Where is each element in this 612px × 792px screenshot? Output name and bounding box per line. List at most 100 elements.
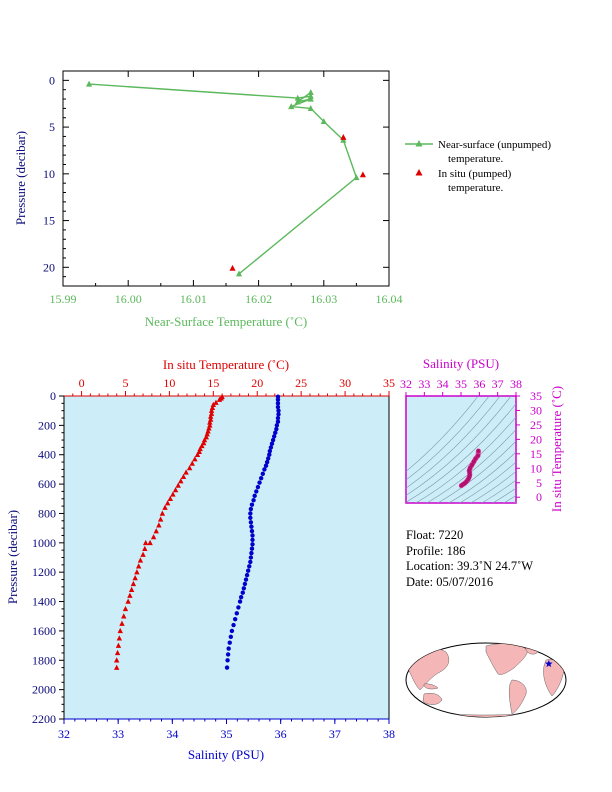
salinity-point [231, 622, 236, 628]
land-australia [422, 693, 443, 705]
temperature-axis-ticks: 0 5 10 15 20 25 30 35 [72, 376, 395, 396]
profile-number: Profile: 186 [406, 543, 466, 558]
near-surface-temperature-chart: 15.99 16.00 16.01 16.02 16.03 16.04 05101520 … [13, 70, 551, 329]
temperature-point [207, 419, 213, 425]
temperature-tick-label: 35 [383, 376, 395, 390]
ts-temperature-tick-label: 20 [530, 432, 542, 446]
temperature-point [127, 592, 133, 598]
top-x-tick-label: 16.03 [310, 292, 337, 306]
salinity-point [248, 559, 253, 565]
salinity-tick-label: 38 [383, 727, 395, 741]
near-surface-series [86, 80, 360, 277]
near-surface-point [320, 118, 327, 125]
ts-point [459, 483, 464, 488]
salinity-tick-label: 35 [221, 727, 233, 741]
density-contour [459, 461, 516, 503]
salinity-point [255, 484, 261, 490]
top-y-tick-label: 20 [43, 260, 55, 274]
temperature-point [147, 539, 153, 546]
land-indonesia [423, 683, 439, 690]
pressure-tick-label: 1200 [32, 565, 56, 579]
temperature-point [156, 522, 162, 528]
density-contour [406, 396, 501, 489]
ts-temperature-tick-label: 10 [530, 461, 542, 475]
top-y-tick-label: 10 [43, 167, 55, 181]
salinity-point [249, 546, 255, 551]
salinity-profile-series [224, 394, 281, 670]
pressure-tick-label: 1400 [32, 595, 56, 609]
top-x-tick-label: 16.00 [115, 292, 142, 306]
density-contour [406, 396, 479, 472]
salinity-point [263, 463, 269, 468]
top-chart-x-ticks: 15.99 16.00 16.01 16.02 16.03 16.04 [50, 71, 403, 306]
density-contour [406, 403, 516, 503]
float-info: Float: 7220 Profile: 186 Location: 39.3˚… [406, 528, 533, 590]
near-surface-point [307, 104, 314, 111]
salinity-point [248, 555, 254, 560]
near-surface-point [288, 103, 295, 110]
temperature-point [128, 586, 135, 593]
temperature-tick-label: 30 [339, 376, 351, 390]
salinity-point [248, 515, 253, 521]
temperature-point [194, 451, 201, 457]
salinity-point [275, 404, 281, 410]
profile-chart-frame [63, 395, 390, 720]
ts-temperature-label: In situ Temperature (˚C) [549, 386, 564, 512]
temperature-point [172, 486, 179, 493]
legend-label-in-situ-1: In situ (pumped) [438, 168, 512, 180]
temperature-tick-label: 25 [295, 376, 307, 390]
salinity-point [243, 577, 249, 582]
temperature-point [183, 469, 189, 475]
pressure-tick-label: 200 [38, 418, 56, 432]
salinity-point [249, 524, 254, 529]
pressure-tick-label: 600 [38, 477, 56, 491]
salinity-tick-label: 37 [329, 727, 341, 741]
salinity-point [241, 586, 247, 591]
ts-temperature-tick-label: 0 [536, 490, 542, 504]
ts-salinity-tick-label: 36 [473, 377, 485, 391]
salinity-point [227, 640, 232, 645]
salinity-point [249, 528, 255, 534]
temperature-profile-series [114, 393, 225, 670]
temperature-point [170, 491, 176, 497]
temperature-point [125, 598, 131, 604]
top-chart-y-ticks: 0 5 10 15 20 [43, 73, 389, 278]
temperature-tick-label: 0 [79, 376, 85, 390]
temperature-point [208, 407, 215, 413]
salinity-point [267, 448, 273, 454]
salinity-tick-label: 32 [58, 727, 70, 741]
salinity-point [248, 511, 253, 516]
top-chart-frame [62, 70, 390, 287]
near-surface-point [86, 80, 93, 87]
temperature-point [132, 575, 138, 581]
salinity-point [260, 471, 265, 477]
ts-point [476, 453, 481, 458]
in-situ-series [229, 133, 366, 271]
temperature-point [159, 510, 166, 516]
legend-label-in-situ-2: temperature. [448, 182, 504, 194]
top-chart-x-axis-label: Near-Surface Temperature (˚C) [145, 314, 307, 329]
temperature-point [207, 413, 214, 419]
salinity-axis-label: Salinity (PSU) [188, 747, 264, 762]
temperature-point [114, 657, 120, 663]
near-surface-point [294, 94, 301, 101]
temperature-axis-label: In situ Temperature (˚C) [163, 357, 289, 372]
top-x-tick-label: 16.01 [180, 292, 207, 306]
salinity-point [234, 611, 239, 616]
ts-temperature-tick-label: 35 [530, 389, 542, 403]
salinity-point [251, 498, 256, 503]
salinity-point [225, 658, 230, 663]
near-surface-point [307, 95, 314, 102]
land-south-america [508, 679, 527, 715]
salinity-point [271, 434, 277, 439]
ts-salinity-tick-label: 33 [418, 377, 430, 391]
pressure-tick-label: 800 [38, 506, 56, 520]
salinity-point [236, 605, 241, 610]
salinity-point [276, 412, 281, 417]
top-y-tick-label: 5 [49, 120, 55, 134]
profile-chart: 0 5 10 15 20 25 30 35 32 33 34 35 36 37 38 0 200 400 600… [5, 357, 395, 762]
in-situ-point [340, 133, 347, 140]
ts-point [471, 459, 476, 464]
salinity-point [266, 456, 271, 461]
density-contour [437, 440, 516, 503]
